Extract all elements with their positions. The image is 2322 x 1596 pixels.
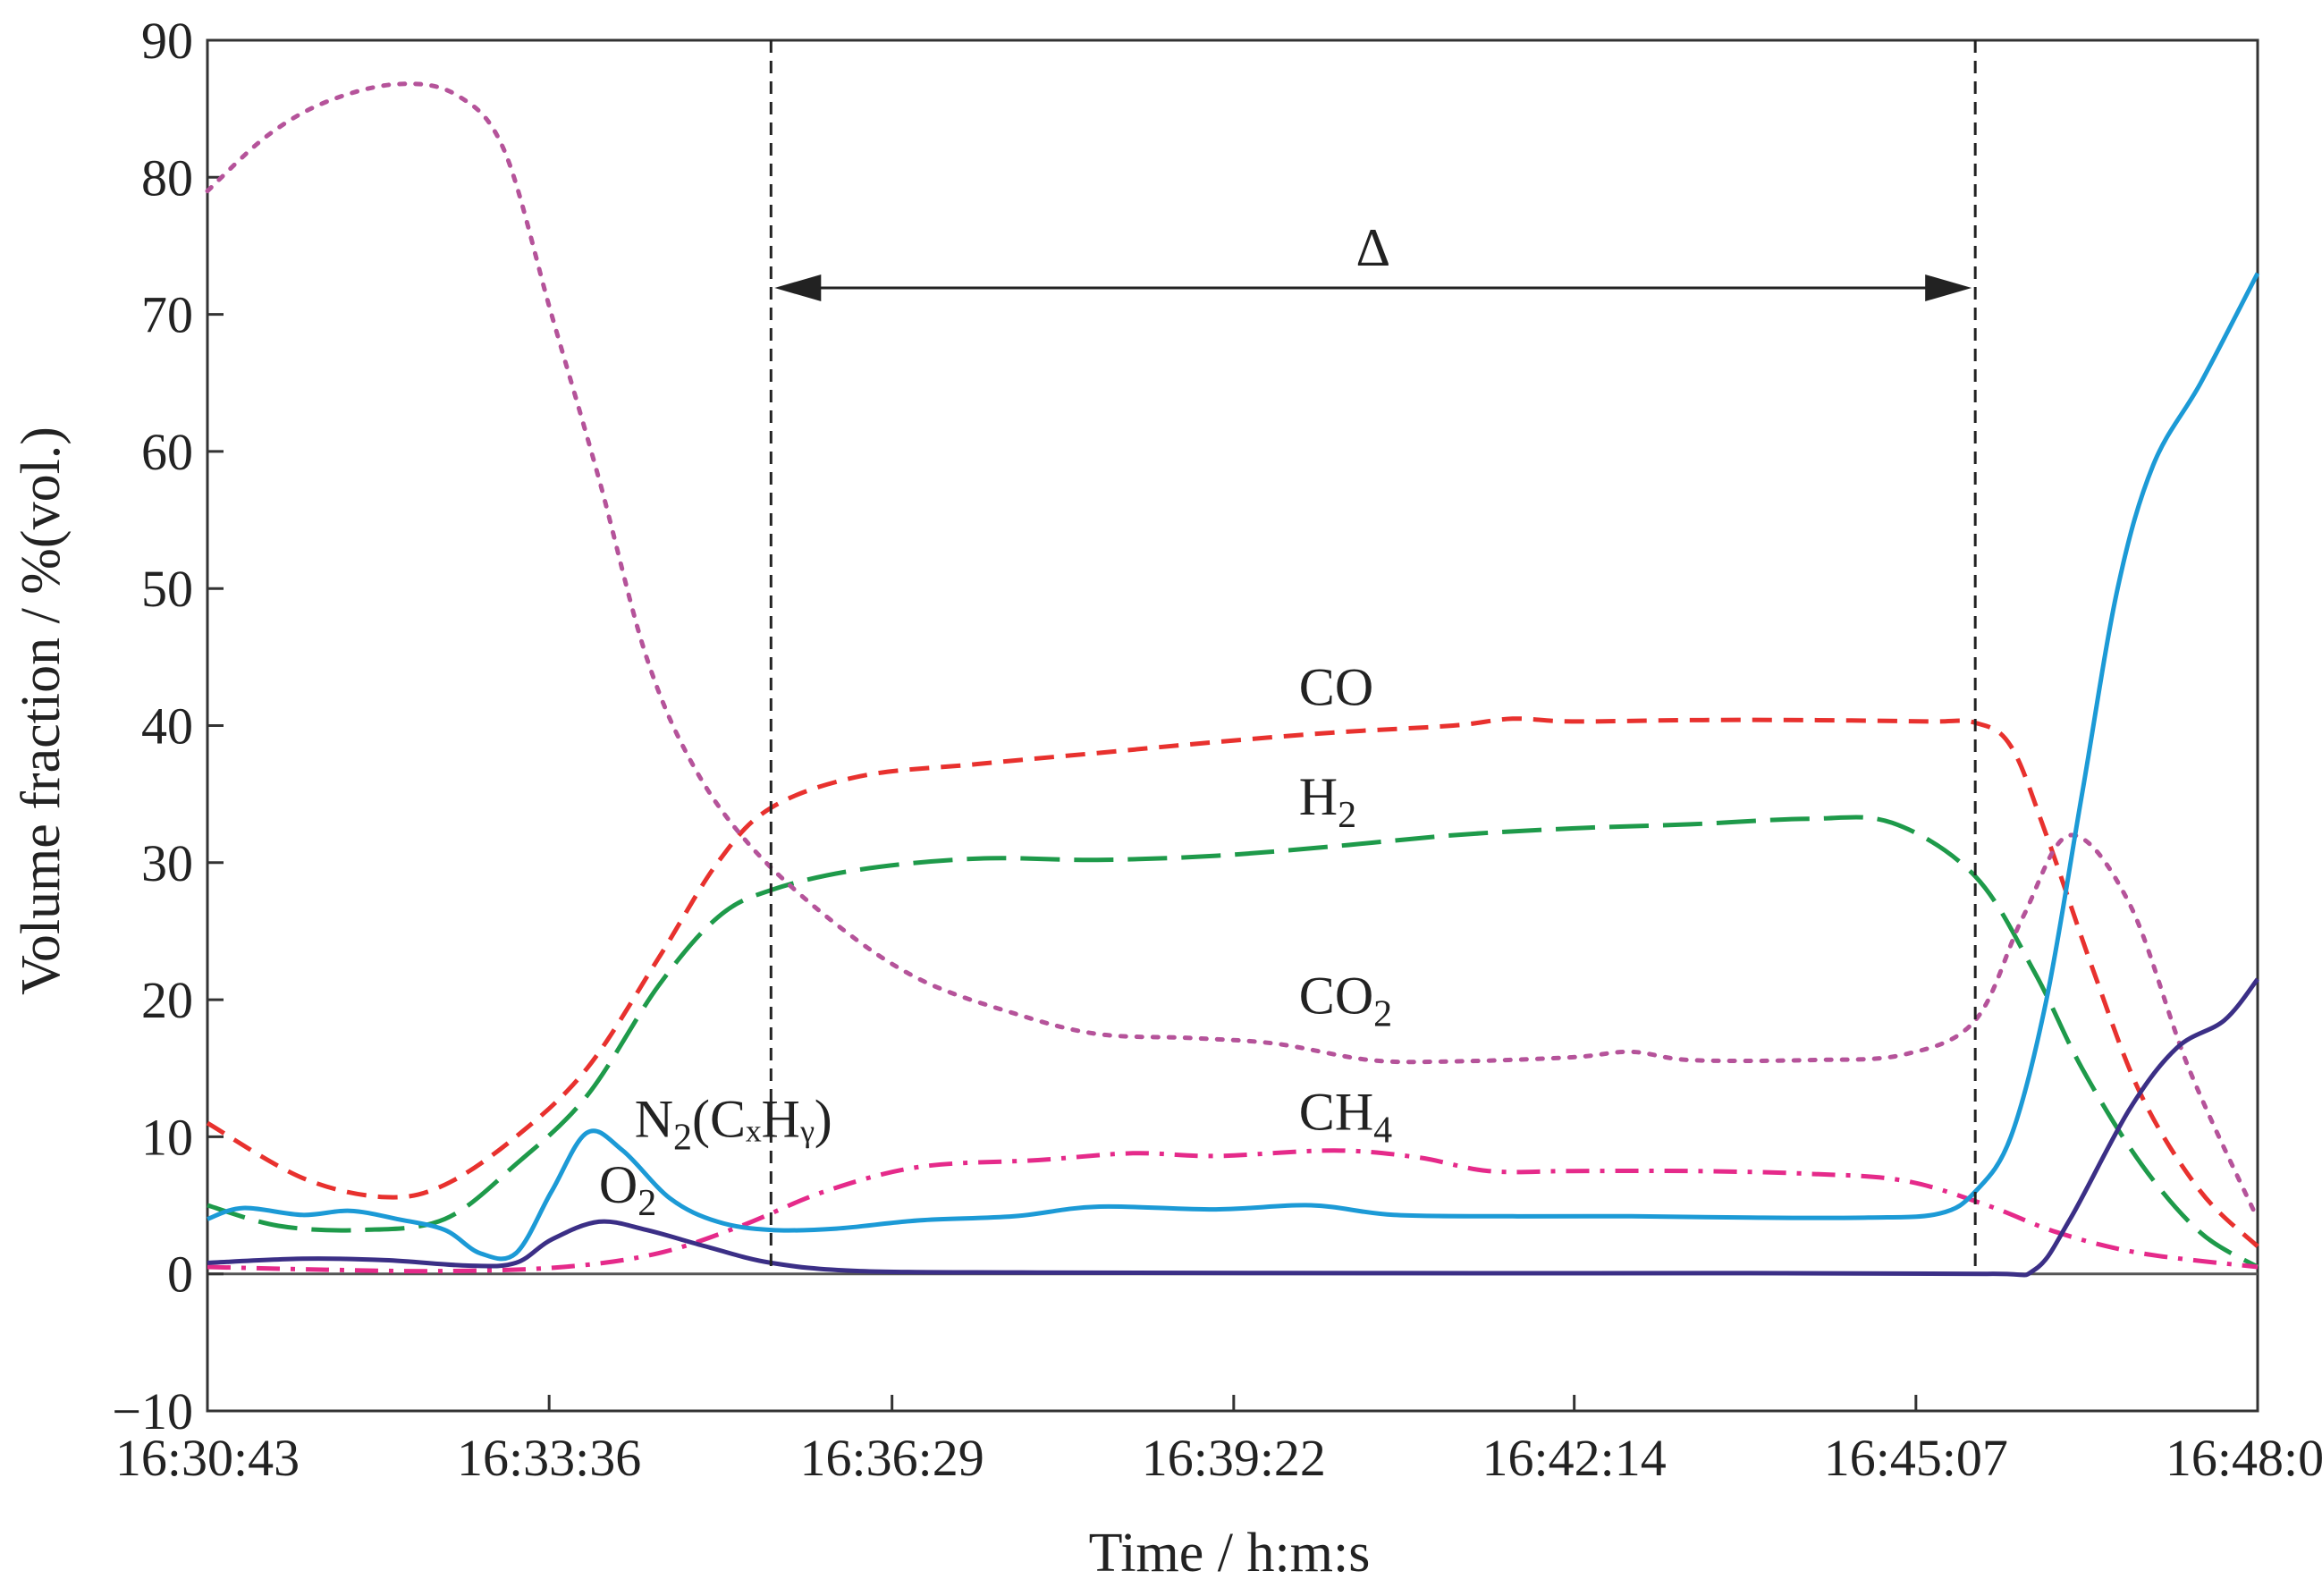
y-tick-label: 40 — [141, 697, 193, 756]
x-tick-label: 16:33:36 — [457, 1429, 641, 1487]
y-tick-label: −10 — [112, 1382, 193, 1440]
x-tick-label: 16:45:07 — [1824, 1429, 2008, 1487]
series-label-h2: H2 — [1299, 767, 1356, 836]
y-tick-label: 60 — [141, 423, 193, 481]
series-line-co — [206, 716, 2259, 1248]
y-tick-label: 50 — [141, 560, 193, 618]
series-label-co2: CO2 — [1299, 966, 1392, 1034]
x-tick-label: 16:39:22 — [1142, 1429, 1326, 1487]
x-tick-label: 16:30:43 — [115, 1429, 300, 1487]
y-tick-label: 20 — [141, 971, 193, 1029]
series-line-co2 — [205, 81, 2260, 1221]
y-tick-label: 30 — [141, 834, 193, 892]
y-axis-title: Volume fraction / %(vol.) — [11, 426, 72, 995]
label-layer: CO H2 CO2 CH4 N2(CₓHᵧ)O2 — [599, 658, 1392, 1224]
series-label-n2-cxhy: N2(CₓHᵧ) — [635, 1089, 832, 1158]
x-axis-title: Time / h:m:s — [1089, 1523, 1371, 1583]
annotation-layer: Δ — [769, 40, 1977, 1274]
x-tick-label: 16:48:00 — [2166, 1429, 2322, 1487]
series-line-ch4 — [207, 1148, 2259, 1274]
delta-arrow-right-head — [1925, 274, 1972, 301]
plot-border — [206, 38, 2259, 1413]
series-line-n2-cxhy — [207, 272, 2260, 1262]
y-tick-label: 0 — [167, 1246, 193, 1304]
x-tick-label: 16:42:14 — [1482, 1429, 1667, 1487]
delta-label: Δ — [1355, 218, 1390, 277]
x-tick-label: 16:36:29 — [800, 1429, 984, 1487]
series-layer — [205, 81, 2260, 1278]
series-label-ch4: CH4 — [1299, 1083, 1392, 1152]
y-tick-label: 10 — [141, 1108, 193, 1166]
series-label-co: CO — [1299, 658, 1373, 717]
plot-frame-layer: −10 0 10 20 30 40 50 60 70 80 90 16:30:43 16:33:36 16… — [112, 12, 2322, 1487]
y-tick-label: 70 — [141, 286, 193, 344]
series-line-h2 — [207, 815, 2259, 1270]
delta-arrow-left-head — [774, 274, 822, 301]
series-line-o2 — [207, 977, 2259, 1278]
y-tick-label: 90 — [141, 12, 193, 70]
series-label-o2: O2 — [599, 1155, 656, 1224]
y-tick-label: 80 — [141, 148, 193, 207]
